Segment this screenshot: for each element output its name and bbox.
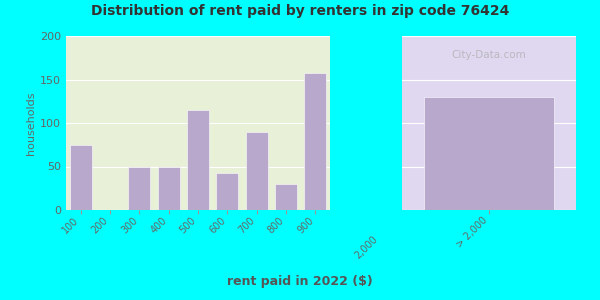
Bar (245, 132, 268, 210)
Text: City-Data.com: City-Data.com (452, 50, 526, 60)
Bar (304, 73, 326, 210)
Text: rent paid in 2022 ($): rent paid in 2022 ($) (227, 275, 373, 288)
Y-axis label: households: households (26, 91, 36, 155)
Bar (70, 145, 92, 210)
Bar (128, 167, 151, 210)
Text: Distribution of rent paid by renters in zip code 76424: Distribution of rent paid by renters in … (91, 4, 509, 19)
Bar (424, 97, 554, 210)
Bar (158, 167, 179, 210)
Text: 2,000: 2,000 (353, 234, 379, 261)
Bar (217, 173, 238, 210)
Bar (275, 184, 297, 210)
Bar (187, 110, 209, 210)
